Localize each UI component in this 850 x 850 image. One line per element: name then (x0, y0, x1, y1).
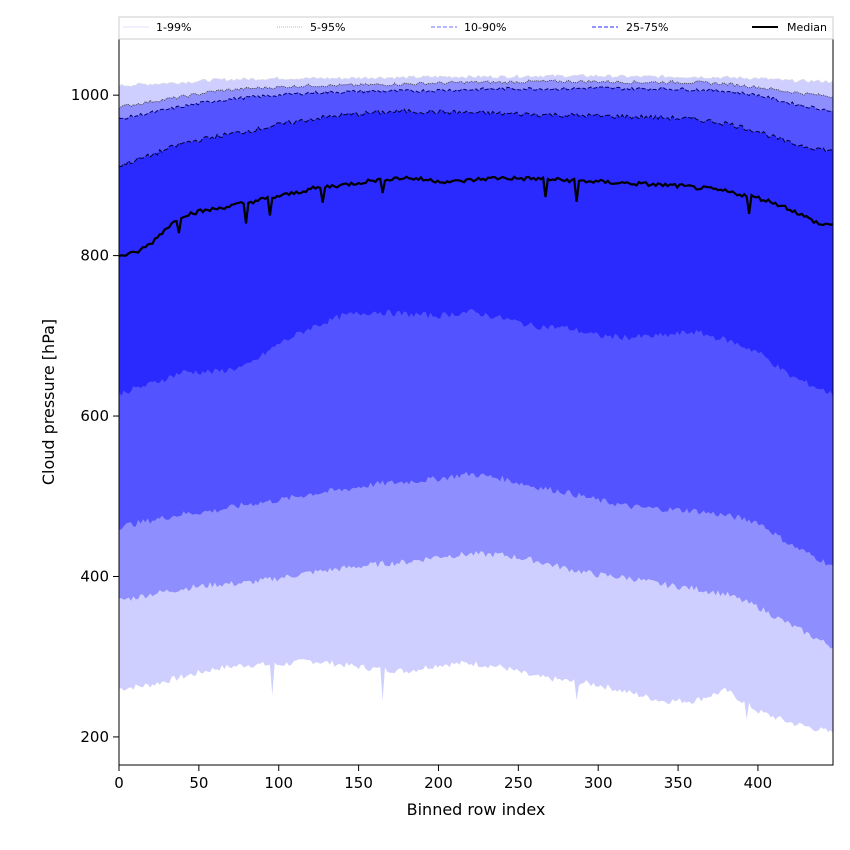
x-tick-label: 0 (114, 774, 124, 792)
x-tick-label: 300 (584, 774, 613, 792)
band-25-75% (119, 109, 833, 397)
percentile-bands (119, 74, 833, 734)
legend: 1-99% 5-95% 10-90% 25-75% Median (118, 16, 834, 40)
x-tick-label: 350 (664, 774, 693, 792)
y-tick-label: 200 (80, 728, 109, 746)
legend-label: 5-95% (310, 21, 345, 34)
x-axis-title: Binned row index (407, 800, 546, 819)
y-tick-label: 1000 (71, 86, 109, 104)
legend-label: 10-90% (464, 21, 506, 34)
legend-box (118, 16, 834, 40)
x-tick-label: 100 (264, 774, 293, 792)
x-tick-label: 150 (344, 774, 373, 792)
y-axis-title: Cloud pressure [hPa] (39, 319, 58, 485)
y-axis-ticks: 200 400 600 800 1000 (71, 86, 119, 746)
legend-label: Median (787, 21, 827, 34)
band-upper-line-10-90% (119, 86, 833, 120)
y-tick-label: 800 (80, 247, 109, 265)
x-tick-label: 250 (504, 774, 533, 792)
x-axis-ticks: 0 50 100 150 200 250 300 350 400 (114, 765, 772, 792)
legend-label: 1-99% (156, 21, 191, 34)
band-upper-line-5-95% (119, 79, 833, 110)
legend-label: 25-75% (626, 21, 668, 34)
percentile-lines (119, 74, 833, 168)
band-upper-line-25-75% (119, 108, 833, 168)
x-tick-label: 200 (424, 774, 453, 792)
y-tick-label: 400 (80, 567, 109, 585)
band-upper-line-1-99% (119, 74, 833, 88)
median-line (119, 175, 833, 258)
y-tick-label: 600 (80, 407, 109, 425)
median-group (119, 175, 833, 258)
x-tick-label: 50 (189, 774, 208, 792)
x-tick-label: 400 (744, 774, 773, 792)
